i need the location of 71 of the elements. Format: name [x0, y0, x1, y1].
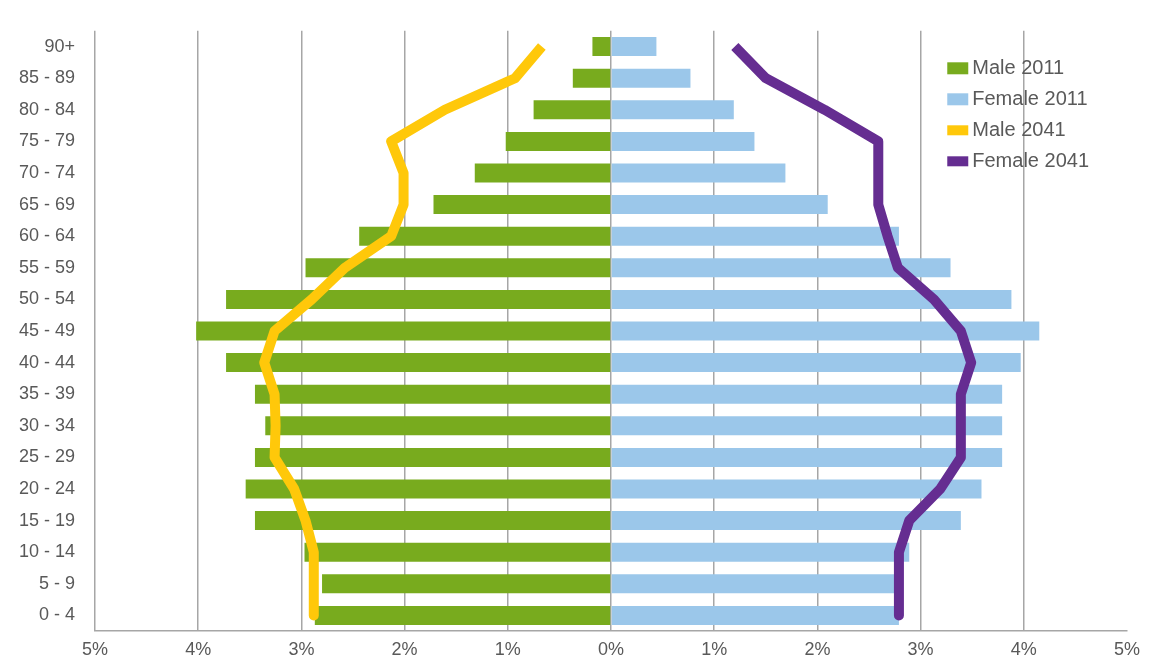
- x-tick-label: 1%: [701, 638, 728, 659]
- x-tick-label: 4%: [1010, 638, 1037, 659]
- x-tick-label: 0%: [597, 638, 625, 659]
- bar: [196, 321, 611, 341]
- x-tick-label: 3%: [907, 638, 934, 659]
- y-tick-label: 50 - 54: [18, 288, 75, 309]
- bar: [611, 384, 1003, 404]
- bar: [304, 542, 611, 562]
- y-tick-label: 25 - 29: [18, 446, 75, 467]
- x-tick-label: 1%: [494, 638, 521, 659]
- bar: [314, 605, 611, 625]
- bar: [611, 163, 786, 183]
- bar: [611, 605, 899, 625]
- bar: [359, 226, 611, 246]
- bar: [254, 384, 611, 404]
- bar: [474, 163, 611, 183]
- bar: [611, 542, 910, 562]
- x-tick-label: 3%: [288, 638, 315, 659]
- bar: [505, 131, 611, 151]
- bar: [322, 574, 611, 594]
- bar: [254, 511, 611, 531]
- bar: [572, 68, 611, 88]
- bar: [611, 447, 1003, 467]
- legend-label: Male 2041: [972, 117, 1066, 140]
- y-tick-label: 90+: [44, 35, 75, 56]
- bar: [611, 68, 691, 88]
- bar: [254, 447, 611, 467]
- bar: [592, 37, 611, 57]
- bar: [611, 289, 1012, 309]
- bar: [305, 258, 611, 278]
- y-tick-label: 45 - 49: [18, 319, 75, 340]
- y-tick-label: 0 - 4: [38, 604, 75, 625]
- legend-label: Female 2011: [972, 86, 1088, 109]
- bar: [265, 416, 611, 436]
- bar: [611, 100, 734, 120]
- bar: [226, 353, 611, 373]
- bar: [611, 37, 657, 57]
- y-tick-label: 75 - 79: [18, 130, 75, 151]
- x-tick-label: 2%: [804, 638, 831, 659]
- legend-label: Female 2041: [972, 148, 1090, 171]
- bar: [245, 479, 611, 499]
- y-tick-label: 65 - 69: [18, 193, 75, 214]
- x-tick-label: 5%: [1113, 638, 1141, 659]
- y-tick-label: 20 - 24: [18, 477, 75, 498]
- bar: [433, 195, 611, 215]
- y-tick-label: 10 - 14: [18, 541, 75, 562]
- x-tick-label: 4%: [185, 638, 212, 659]
- y-tick-label: 40 - 44: [18, 351, 75, 372]
- y-tick-label: 30 - 34: [18, 414, 75, 435]
- bar: [611, 479, 982, 499]
- y-tick-label: 70 - 74: [18, 161, 75, 182]
- y-tick-label: 60 - 64: [18, 225, 75, 246]
- bar: [611, 321, 1040, 341]
- y-tick-label: 5 - 9: [38, 572, 75, 593]
- bar: [611, 416, 1003, 436]
- legend-label: Male 2011: [972, 55, 1065, 78]
- bar: [226, 289, 611, 309]
- bar: [611, 258, 951, 278]
- y-tick-label: 85 - 89: [18, 67, 75, 88]
- x-tick-label: 2%: [391, 638, 418, 659]
- bar: [611, 353, 1021, 373]
- y-tick-label: 35 - 39: [18, 383, 75, 404]
- x-tick-label: 5%: [81, 638, 109, 659]
- y-tick-label: 80 - 84: [18, 98, 75, 119]
- y-tick-label: 15 - 19: [18, 509, 75, 530]
- bar: [611, 131, 755, 151]
- bar: [611, 195, 828, 215]
- bar: [611, 226, 899, 246]
- bar: [611, 511, 961, 531]
- y-tick-label: 55 - 59: [18, 256, 75, 277]
- bar: [533, 100, 611, 120]
